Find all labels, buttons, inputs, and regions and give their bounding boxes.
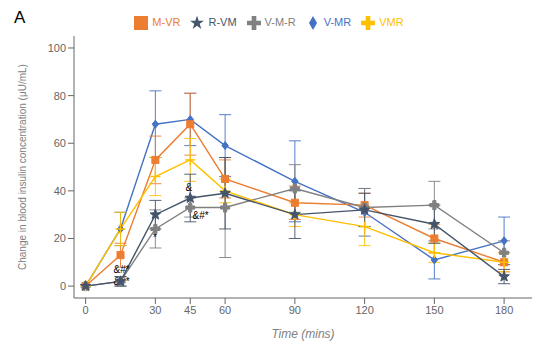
svg-text:0: 0 — [60, 280, 66, 292]
html-text:VMR: VMR — [379, 16, 404, 28]
svg-text:30: 30 — [149, 304, 161, 316]
svg-text:60: 60 — [54, 137, 66, 149]
svg-text:&#*: &#* — [114, 276, 130, 287]
svg-text:100: 100 — [48, 42, 66, 54]
svg-text:Change in blood insulin concen: Change in blood insulin concentration (μ… — [17, 64, 28, 270]
svg-text:80: 80 — [54, 90, 66, 102]
svg-text:120: 120 — [355, 304, 373, 316]
svg-text:&: & — [186, 182, 193, 193]
svg-text:Time (mins): Time (mins) — [271, 327, 334, 341]
html-text:M-VR: M-VR — [152, 16, 181, 28]
svg-text:20: 20 — [54, 232, 66, 244]
svg-text:90: 90 — [289, 304, 301, 316]
html-text:V-MR: V-MR — [323, 16, 352, 28]
svg-text:45: 45 — [184, 304, 196, 316]
svg-text:40: 40 — [54, 185, 66, 197]
svg-text:&#*: &#* — [114, 264, 130, 275]
html-text:R-VM: R-VM — [208, 16, 237, 28]
svg-text:0: 0 — [83, 304, 89, 316]
html-text:V-M-R: V-M-R — [264, 16, 296, 28]
svg-text:180: 180 — [495, 304, 513, 316]
svg-text:150: 150 — [425, 304, 443, 316]
html-text:A: A — [14, 8, 26, 27]
svg-text:&#*: &#* — [193, 210, 209, 221]
svg-text:60: 60 — [219, 304, 231, 316]
